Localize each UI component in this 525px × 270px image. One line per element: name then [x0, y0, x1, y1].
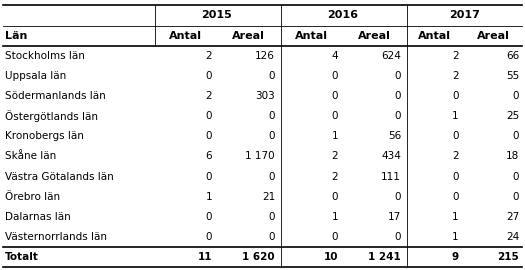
Text: 0: 0 [206, 131, 212, 141]
Text: 0: 0 [395, 71, 401, 81]
Text: 6: 6 [205, 151, 212, 161]
Text: 0: 0 [332, 91, 338, 101]
Text: 2015: 2015 [201, 11, 232, 21]
Text: 18: 18 [506, 151, 519, 161]
Text: Areal: Areal [477, 31, 510, 40]
Text: 2: 2 [205, 91, 212, 101]
Text: 0: 0 [453, 91, 459, 101]
Text: 1: 1 [452, 232, 459, 242]
Text: Areal: Areal [358, 31, 391, 40]
Text: 2: 2 [205, 51, 212, 61]
Text: 1 241: 1 241 [369, 252, 401, 262]
Text: Örebro län: Örebro län [5, 192, 60, 202]
Text: 9: 9 [452, 252, 459, 262]
Text: Uppsala län: Uppsala län [5, 71, 66, 81]
Text: Areal: Areal [232, 31, 265, 40]
Text: 24: 24 [506, 232, 519, 242]
Text: 0: 0 [395, 111, 401, 121]
Text: 1: 1 [452, 212, 459, 222]
Text: Totalt: Totalt [5, 252, 39, 262]
Text: 17: 17 [388, 212, 401, 222]
Text: 0: 0 [332, 111, 338, 121]
Text: Stockholms län: Stockholms län [5, 51, 85, 61]
Text: Västernorrlands län: Västernorrlands län [5, 232, 107, 242]
Text: Antal: Antal [418, 31, 451, 40]
Text: 27: 27 [506, 212, 519, 222]
Text: 2016: 2016 [327, 11, 358, 21]
Text: 2: 2 [452, 51, 459, 61]
Text: Södermanlands län: Södermanlands län [5, 91, 106, 101]
Text: 0: 0 [395, 192, 401, 202]
Text: 0: 0 [206, 232, 212, 242]
Text: Dalarnas län: Dalarnas län [5, 212, 70, 222]
Text: 0: 0 [453, 131, 459, 141]
Text: 66: 66 [506, 51, 519, 61]
Text: 0: 0 [395, 232, 401, 242]
Text: 1 170: 1 170 [246, 151, 275, 161]
Text: 56: 56 [388, 131, 401, 141]
Text: 11: 11 [197, 252, 212, 262]
Text: 2: 2 [452, 71, 459, 81]
Text: 0: 0 [269, 212, 275, 222]
Text: 2017: 2017 [449, 11, 480, 21]
Text: 0: 0 [332, 232, 338, 242]
Text: 0: 0 [513, 131, 519, 141]
Text: 1: 1 [331, 131, 338, 141]
Text: 0: 0 [513, 172, 519, 182]
Text: 303: 303 [255, 91, 275, 101]
Text: 215: 215 [498, 252, 519, 262]
Text: 0: 0 [453, 172, 459, 182]
Text: 55: 55 [506, 71, 519, 81]
Text: 2: 2 [331, 172, 338, 182]
Text: 434: 434 [381, 151, 401, 161]
Text: 0: 0 [206, 71, 212, 81]
Text: Kronobergs län: Kronobergs län [5, 131, 83, 141]
Text: 21: 21 [262, 192, 275, 202]
Text: Västra Götalands län: Västra Götalands län [5, 172, 113, 182]
Text: 126: 126 [255, 51, 275, 61]
Text: 0: 0 [513, 192, 519, 202]
Text: 0: 0 [206, 172, 212, 182]
Text: Län: Län [5, 31, 27, 40]
Text: Antal: Antal [169, 31, 202, 40]
Text: 0: 0 [513, 91, 519, 101]
Text: 0: 0 [206, 212, 212, 222]
Text: 4: 4 [331, 51, 338, 61]
Text: Skåne län: Skåne län [5, 151, 56, 161]
Text: 25: 25 [506, 111, 519, 121]
Text: 1: 1 [331, 212, 338, 222]
Text: Östergötlands län: Östergötlands län [5, 110, 98, 122]
Text: Antal: Antal [295, 31, 328, 40]
Text: 0: 0 [332, 71, 338, 81]
Text: 2: 2 [452, 151, 459, 161]
Text: 2: 2 [331, 151, 338, 161]
Text: 1: 1 [452, 111, 459, 121]
Text: 1: 1 [205, 192, 212, 202]
Text: 0: 0 [269, 232, 275, 242]
Text: 624: 624 [381, 51, 401, 61]
Text: 0: 0 [269, 131, 275, 141]
Text: 0: 0 [269, 71, 275, 81]
Text: 0: 0 [453, 192, 459, 202]
Text: 0: 0 [332, 192, 338, 202]
Text: 1 620: 1 620 [243, 252, 275, 262]
Text: 0: 0 [395, 91, 401, 101]
Text: 0: 0 [206, 111, 212, 121]
Text: 0: 0 [269, 172, 275, 182]
Text: 10: 10 [323, 252, 338, 262]
Text: 111: 111 [381, 172, 401, 182]
Text: 0: 0 [269, 111, 275, 121]
